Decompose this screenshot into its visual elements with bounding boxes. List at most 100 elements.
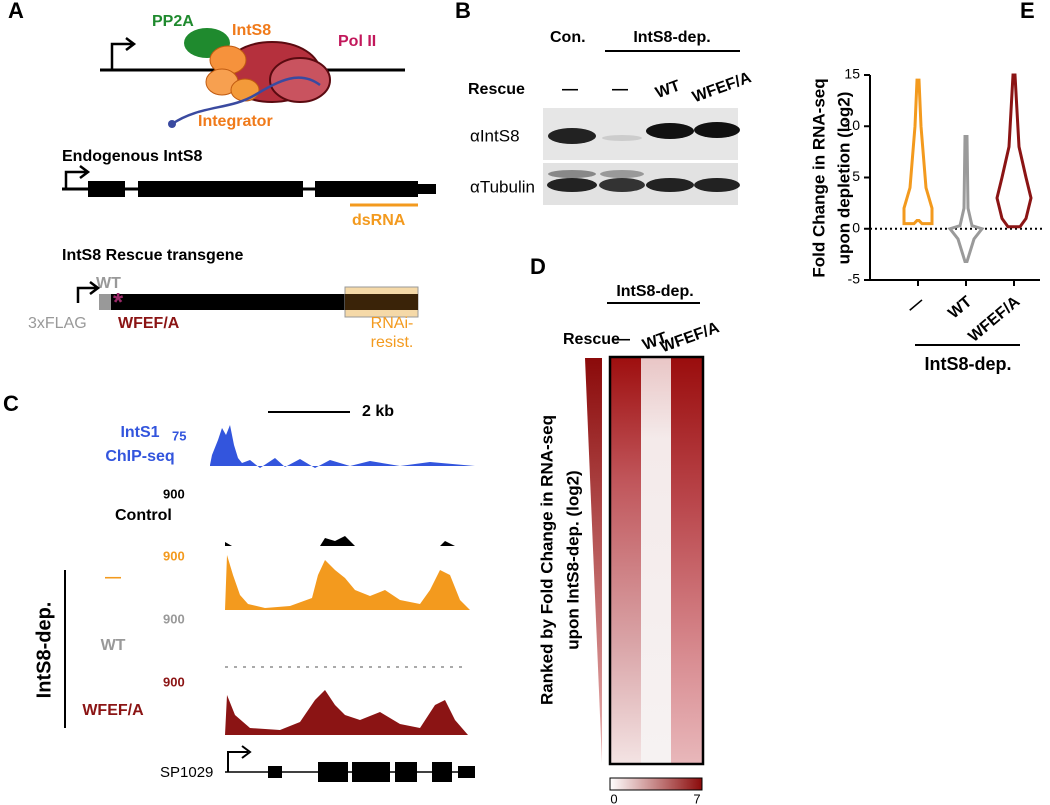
panel-c: C 2 kb IntS1 ChIP-seq 75 Control 900 Int…: [3, 391, 475, 782]
heatmap-column: [671, 358, 702, 763]
exon: [88, 181, 125, 197]
band: [600, 170, 644, 178]
rank-triangle: [585, 358, 602, 763]
axis-label: Fold Change in RNA-seq: [809, 78, 828, 277]
band: [694, 122, 740, 138]
violin: [947, 135, 985, 264]
cap: [168, 120, 176, 128]
band: [547, 178, 597, 192]
track-max: 900: [163, 486, 185, 501]
track-signal: [225, 690, 468, 735]
lane-group: Con.: [550, 29, 586, 46]
panel-b: B Con. IntS8-dep. Rescue — — WT WFEF/A α…: [455, 0, 754, 205]
column-label: —: [614, 331, 630, 348]
tss-arrow: [76, 281, 101, 303]
group-label: IntS8-dep.: [924, 354, 1011, 374]
panel-label: C: [3, 391, 19, 416]
band: [548, 128, 596, 144]
scale-label: 2 kb: [362, 403, 394, 420]
exon: [268, 766, 282, 778]
exon: [315, 181, 418, 197]
rnai-label: resist.: [371, 334, 414, 351]
band: [548, 170, 596, 178]
exon: [352, 762, 390, 782]
rescue-label: Rescue: [563, 331, 620, 348]
wt-label: WT: [96, 275, 121, 292]
lane-label: WFEF/A: [690, 69, 754, 106]
mutation-mark: *: [113, 287, 124, 317]
colorbar: [609, 777, 703, 791]
track-name: —: [105, 569, 121, 586]
protein-label: Pol II: [338, 33, 376, 50]
track-signal: [225, 555, 470, 610]
colorbar-tick: 7: [693, 791, 700, 805]
group-label: IntS8-dep.: [33, 602, 55, 699]
exon: [395, 762, 417, 782]
protein-label: IntS8: [232, 22, 271, 39]
tss-arrow: [227, 745, 252, 772]
band: [646, 123, 694, 139]
protein-label: PP2A: [152, 13, 194, 30]
panel-label: B: [455, 0, 471, 23]
heatmap-column: [641, 358, 671, 763]
track-name: IntS1: [120, 424, 159, 441]
track-name: ChIP-seq: [105, 448, 174, 465]
axis-label: Ranked by Fold Change in RNA-seq: [537, 415, 556, 705]
y-tick-label: 5: [852, 168, 860, 184]
rna: [171, 76, 321, 126]
section-title: Endogenous IntS8: [62, 148, 203, 165]
track-signal: [225, 536, 455, 546]
flag-tag: [99, 294, 111, 310]
lane-group: IntS8-dep.: [633, 29, 710, 46]
heatmap-frame: [608, 355, 705, 766]
axis-label: upon depletion (log2): [834, 92, 853, 265]
rnai-label: RNAi-: [371, 315, 414, 332]
y-tick-label: 10: [844, 117, 860, 133]
gene-name: SP1029: [160, 764, 213, 781]
blot-label: αIntS8: [470, 126, 520, 145]
y-tick-label: 0: [852, 219, 860, 235]
panel-d: D IntS8-dep. Rescue — WT WFEF/A Ranked b…: [530, 254, 722, 805]
integrator-shape: [230, 78, 260, 102]
dsrna-label: dsRNA: [352, 212, 406, 229]
violin: [902, 78, 934, 226]
x-tick-label: —: [904, 293, 927, 316]
panel-e: E Fold Change in RNA-seq upon depletion …: [809, 0, 1045, 374]
tss-arrow: [64, 165, 91, 189]
pol2-shape: [269, 57, 331, 103]
x-tick-label: WFEF/A: [965, 293, 1023, 346]
section-title: IntS8 Rescue transgene: [62, 247, 244, 264]
complex-label: Integrator: [198, 113, 273, 130]
x-tick-label: WT: [945, 293, 975, 322]
exon: [432, 762, 452, 782]
exon: [458, 766, 475, 778]
axis-label: upon IntS8-dep. (log2): [563, 470, 582, 649]
rnai-region: [345, 294, 418, 310]
exon: [418, 184, 436, 194]
band: [694, 178, 740, 192]
track-name: Control: [115, 507, 172, 524]
panel-label: E: [1020, 0, 1035, 23]
track-max: 900: [163, 548, 185, 563]
y-tick-label: -5: [848, 271, 861, 287]
lane-label: —: [562, 81, 578, 98]
track-max: 900: [163, 674, 185, 689]
tag-label: 3xFLAG: [28, 315, 87, 332]
exon: [318, 762, 348, 782]
heatmap-column: [611, 358, 641, 763]
group-label: IntS8-dep.: [616, 283, 693, 300]
y-tick-label: 15: [844, 66, 860, 82]
tss-arrow: [110, 37, 137, 70]
panel-label: A: [8, 0, 24, 23]
lane-label: —: [612, 81, 628, 98]
track-max: 900: [163, 611, 185, 626]
column-label: WFEF/A: [658, 319, 722, 356]
blot-label: αTubulin: [470, 177, 535, 196]
band: [599, 178, 645, 192]
rescue-label: Rescue: [468, 81, 525, 98]
track-name: WFEF/A: [82, 702, 144, 719]
band: [602, 135, 642, 141]
track-name: WT: [101, 637, 126, 654]
exon: [138, 181, 303, 197]
